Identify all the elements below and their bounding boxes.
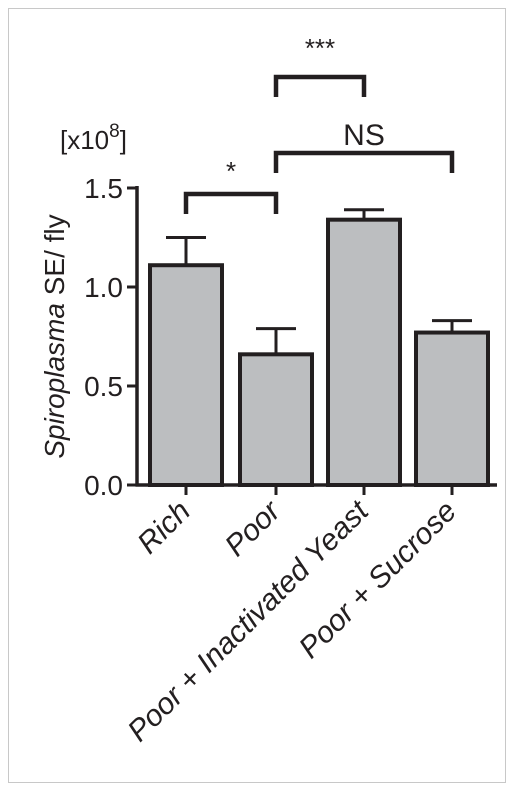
significance-layer: * NS *** bbox=[183, 33, 455, 214]
bracket-line bbox=[273, 74, 367, 97]
y-tick-label: 1.5 bbox=[84, 173, 123, 204]
y-axis-label-italic: Spiroplasma bbox=[39, 303, 70, 459]
bar-3 bbox=[414, 330, 490, 488]
scale-factor-label: [x108] bbox=[60, 121, 127, 155]
figure-frame bbox=[8, 8, 506, 783]
bracket-line bbox=[183, 191, 279, 214]
y-tick-label: 0.0 bbox=[84, 470, 123, 501]
y-axis-label-rest: SE/ fly bbox=[39, 214, 70, 303]
error-bar-0 bbox=[166, 236, 206, 266]
error-bar-1 bbox=[256, 327, 296, 355]
error-bar-2 bbox=[344, 208, 384, 220]
significance-label: *** bbox=[305, 33, 335, 63]
error-bars-layer bbox=[166, 208, 472, 355]
significance-bracket-2: *** bbox=[273, 33, 367, 97]
y-axis-label: Spiroplasma SE/ fly bbox=[39, 214, 70, 458]
significance-label: * bbox=[226, 156, 236, 186]
bracket-line bbox=[273, 150, 455, 173]
scale-suffix: ] bbox=[120, 125, 127, 155]
axes-layer bbox=[127, 186, 497, 495]
scale-prefix: [x10 bbox=[60, 125, 109, 155]
significance-bracket-0: * bbox=[183, 156, 279, 214]
y-tick-label: 1.0 bbox=[84, 272, 123, 303]
y-tick-label: 0.5 bbox=[84, 371, 123, 402]
significance-bracket-1: NS bbox=[273, 119, 455, 173]
bar-0 bbox=[148, 263, 224, 487]
error-bar-3 bbox=[432, 319, 472, 333]
significance-label: NS bbox=[343, 119, 385, 152]
scale-exponent: 8 bbox=[109, 121, 120, 142]
